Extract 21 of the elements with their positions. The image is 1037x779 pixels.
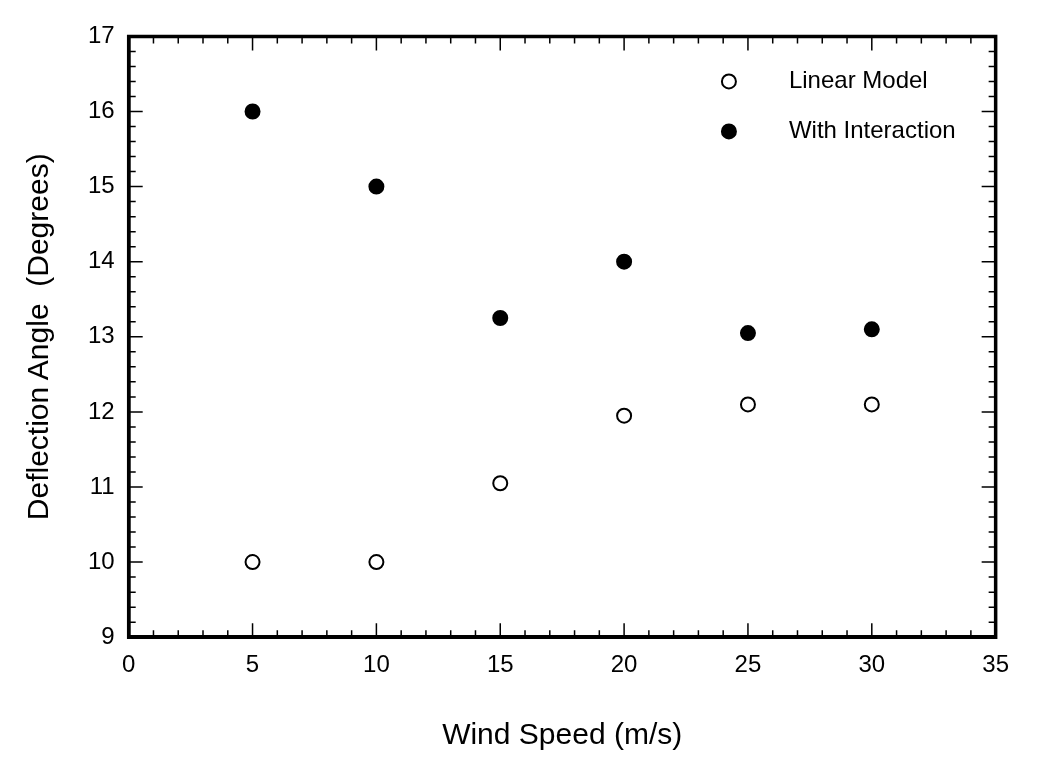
y-tick-label: 13	[87, 321, 115, 349]
y-tick-label: 16	[87, 96, 115, 124]
x-tick-label: 5	[245, 650, 260, 678]
y-tick-label: 12	[87, 396, 115, 424]
x-tick-label: 25	[734, 650, 762, 678]
y-tick-label: 15	[87, 171, 115, 199]
x-tick-label: 30	[858, 650, 886, 678]
legend-label: With Interaction	[788, 116, 956, 144]
x-tick-label: 10	[363, 650, 390, 678]
legend-label: Linear Model	[788, 66, 928, 94]
x-tick-label: 15	[486, 650, 514, 678]
y-tick-label: 11	[89, 471, 115, 499]
x-axis-title: Wind Speed (m/s)	[442, 717, 683, 751]
y-tick-label: 9	[101, 621, 115, 649]
x-tick-label: 35	[982, 650, 1009, 678]
y-axis-title: Deflection Angle (Degrees)	[21, 153, 55, 521]
x-tick-label: 20	[610, 650, 638, 678]
y-tick-label: 14	[87, 246, 115, 274]
y-tick-label: 10	[87, 546, 115, 574]
y-tick-label: 17	[87, 21, 115, 49]
x-tick-label: 0	[122, 650, 136, 678]
